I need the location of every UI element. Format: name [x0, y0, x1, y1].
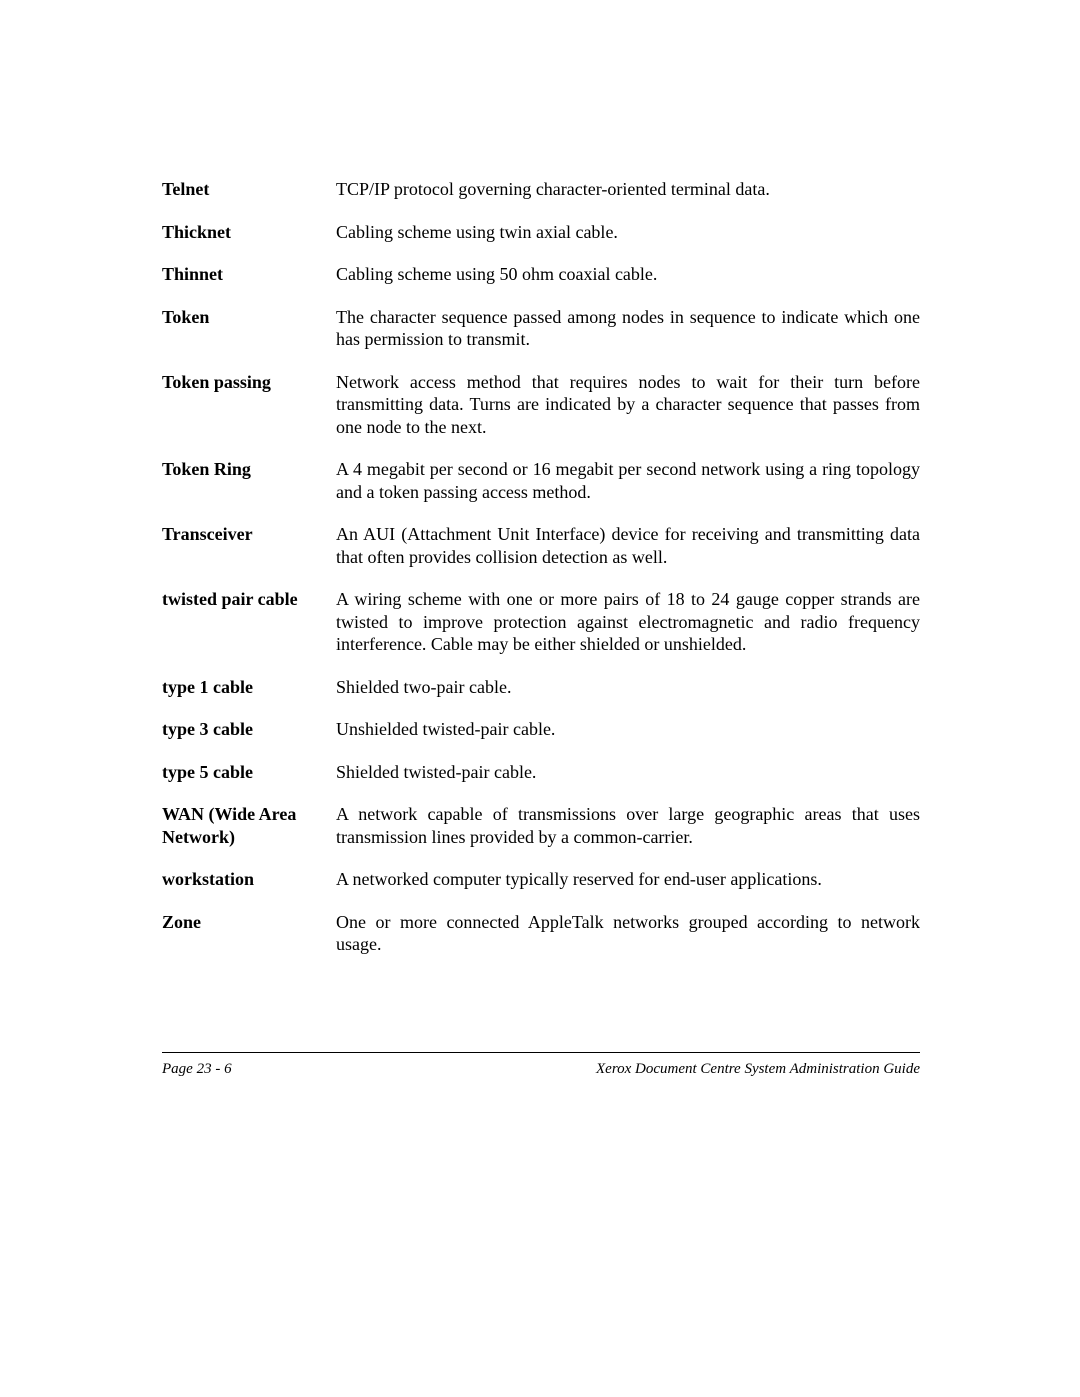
glossary-entry: Telnet TCP/IP protocol governing charact…: [162, 178, 920, 201]
glossary-term: type 3 cable: [162, 718, 336, 741]
glossary-entry: type 3 cable Unshielded twisted-pair cab…: [162, 718, 920, 741]
glossary-entry: Token passing Network access method that…: [162, 371, 920, 439]
footer-rule: [162, 1052, 920, 1053]
glossary-entry: type 1 cable Shielded two-pair cable.: [162, 676, 920, 699]
glossary-entry: Thicknet Cabling scheme using twin axial…: [162, 221, 920, 244]
glossary-term: workstation: [162, 868, 336, 891]
glossary-definition: Cabling scheme using twin axial cable.: [336, 221, 920, 244]
footer-row: Page 23 - 6 Xerox Document Centre System…: [162, 1061, 920, 1078]
glossary-term: WAN (Wide Area Network): [162, 803, 336, 848]
glossary-entry: WAN (Wide Area Network) A network capabl…: [162, 803, 920, 848]
glossary-term: Token Ring: [162, 458, 336, 481]
glossary-entry: twisted pair cable A wiring scheme with …: [162, 588, 920, 656]
glossary-definition: The character sequence passed among node…: [336, 306, 920, 351]
glossary-entry: Thinnet Cabling scheme using 50 ohm coax…: [162, 263, 920, 286]
glossary-entry: Zone One or more connected AppleTalk net…: [162, 911, 920, 956]
glossary-definition: Unshielded twisted-pair cable.: [336, 718, 920, 741]
glossary-term: Telnet: [162, 178, 336, 201]
glossary-definition: One or more connected AppleTalk networks…: [336, 911, 920, 956]
glossary-definition: Cabling scheme using 50 ohm coaxial cabl…: [336, 263, 920, 286]
glossary-term: Zone: [162, 911, 336, 934]
glossary-term: Thinnet: [162, 263, 336, 286]
glossary-definition: A network capable of transmissions over …: [336, 803, 920, 848]
glossary-definition: A networked computer typically reserved …: [336, 868, 920, 891]
glossary-definition: Shielded two-pair cable.: [336, 676, 920, 699]
glossary-entry: Token The character sequence passed amon…: [162, 306, 920, 351]
glossary-term: type 1 cable: [162, 676, 336, 699]
glossary-definition: A 4 megabit per second or 16 megabit per…: [336, 458, 920, 503]
glossary-definition: TCP/IP protocol governing character-orie…: [336, 178, 920, 201]
glossary-term: type 5 cable: [162, 761, 336, 784]
glossary-definition: A wiring scheme with one or more pairs o…: [336, 588, 920, 656]
glossary-term: twisted pair cable: [162, 588, 336, 611]
doc-title: Xerox Document Centre System Administrat…: [596, 1061, 920, 1078]
glossary-entry: Token Ring A 4 megabit per second or 16 …: [162, 458, 920, 503]
glossary-entry: type 5 cable Shielded twisted-pair cable…: [162, 761, 920, 784]
glossary-term: Transceiver: [162, 523, 336, 546]
glossary-entry: Transceiver An AUI (Attachment Unit Inte…: [162, 523, 920, 568]
glossary-term: Token passing: [162, 371, 336, 394]
glossary-definition: Shielded twisted-pair cable.: [336, 761, 920, 784]
page-number: Page 23 - 6: [162, 1061, 232, 1078]
glossary-term: Token: [162, 306, 336, 329]
glossary-page: Telnet TCP/IP protocol governing charact…: [0, 0, 1080, 956]
glossary-definition: Network access method that requires node…: [336, 371, 920, 439]
glossary-term: Thicknet: [162, 221, 336, 244]
glossary-entry: workstation A networked computer typical…: [162, 868, 920, 891]
glossary-definition: An AUI (Attachment Unit Interface) devic…: [336, 523, 920, 568]
page-footer: Page 23 - 6 Xerox Document Centre System…: [162, 1052, 920, 1078]
